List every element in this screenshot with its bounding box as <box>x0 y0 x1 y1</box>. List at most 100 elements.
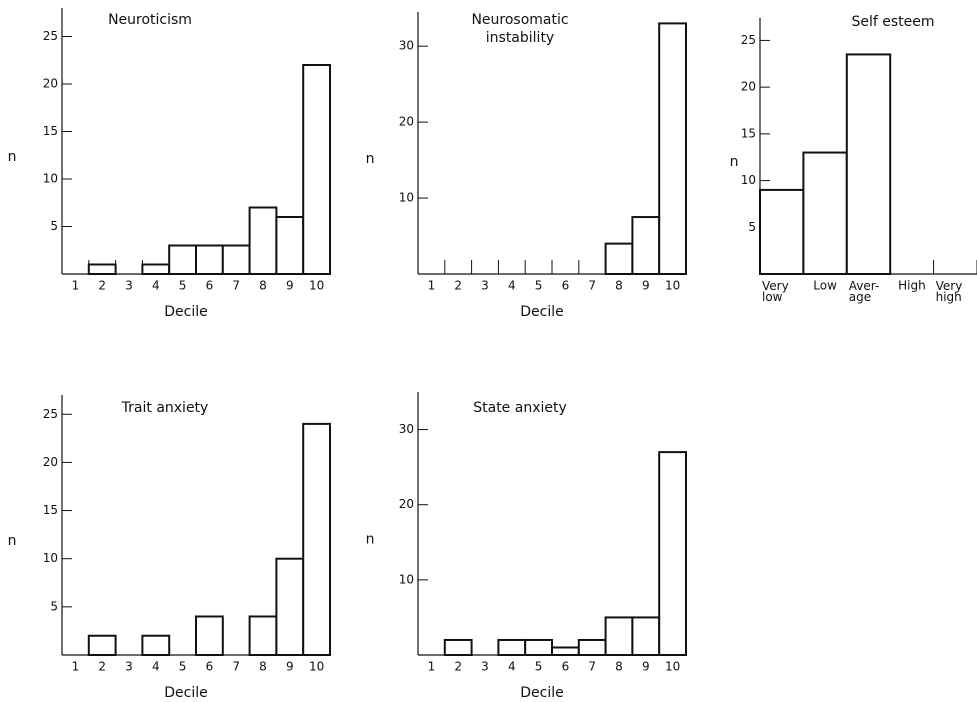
bar <box>658 451 688 656</box>
y-tick-label: 10 <box>399 191 414 205</box>
x-tick-label: 3 <box>481 279 489 293</box>
bar <box>168 244 197 275</box>
bar <box>443 638 473 657</box>
x-tick-label: 7 <box>588 279 596 293</box>
bar <box>248 206 278 275</box>
x-tick-label: 3 <box>125 279 133 293</box>
bar <box>221 244 251 275</box>
x-tick-label: 1 <box>428 279 436 293</box>
y-tick-label: 25 <box>43 407 58 421</box>
bar <box>551 646 580 657</box>
bar <box>141 634 171 656</box>
chart-title: State anxiety <box>473 400 567 416</box>
x-tick-label: 10 <box>309 279 324 293</box>
bar <box>275 216 305 275</box>
bar <box>248 615 278 657</box>
x-tick-label: Aver-age <box>849 279 880 304</box>
bar <box>604 616 634 657</box>
x-tick-label: 9 <box>642 660 650 674</box>
bar <box>195 615 224 657</box>
x-tick-label-line: high <box>936 290 962 304</box>
x-tick-label: 4 <box>508 279 516 293</box>
x-tick-label: 3 <box>481 660 489 674</box>
bar <box>631 216 661 275</box>
y-axis-label: n <box>366 532 375 548</box>
bar <box>845 53 892 275</box>
chart-title: Self esteem <box>851 14 934 30</box>
x-tick-label: 7 <box>232 279 240 293</box>
bar <box>195 244 224 275</box>
x-tick-label: 2 <box>454 279 462 293</box>
y-tick-label: 20 <box>399 115 414 129</box>
bar <box>87 634 117 656</box>
x-tick-label: 5 <box>179 660 187 674</box>
y-tick-label: 5 <box>50 599 58 613</box>
x-tick-label: 3 <box>125 660 133 674</box>
x-tick-label: 9 <box>286 279 294 293</box>
x-tick-label: 6 <box>206 660 214 674</box>
x-tick-label: 4 <box>152 660 160 674</box>
y-tick-label: 5 <box>748 220 756 234</box>
x-tick-label: 2 <box>98 660 106 674</box>
x-tick-label: 10 <box>665 279 680 293</box>
y-tick-label: 20 <box>43 455 58 469</box>
bar <box>275 557 305 656</box>
x-tick-label: 7 <box>588 660 596 674</box>
chart-title-line: instability <box>486 30 554 46</box>
x-tick-label-line: Very <box>762 279 789 293</box>
y-tick-label: 10 <box>399 572 414 586</box>
x-tick-label-line: low <box>762 290 783 304</box>
x-tick-label: 10 <box>665 660 680 674</box>
x-tick-label: Very high <box>936 279 963 304</box>
y-tick-label: 25 <box>741 33 756 47</box>
chart-title-line: Neurosomatic <box>471 12 568 28</box>
y-tick-label: 10 <box>43 551 58 565</box>
bar <box>577 638 607 657</box>
bar <box>302 64 332 275</box>
bar <box>759 188 805 276</box>
bar <box>302 422 332 656</box>
x-tick-label: 8 <box>615 660 623 674</box>
x-tick-label: 2 <box>98 279 106 293</box>
y-tick-label: 10 <box>741 173 756 187</box>
x-tick-label: 9 <box>642 279 650 293</box>
x-tick-label: 5 <box>535 660 543 674</box>
bar <box>802 151 848 275</box>
y-tick-label: 15 <box>741 126 756 140</box>
chart-title: Trait anxiety <box>121 400 209 416</box>
x-tick-label-line: Aver- <box>849 279 880 293</box>
x-tick-label: 8 <box>615 279 623 293</box>
bar <box>604 242 634 275</box>
x-tick-label: 1 <box>72 279 80 293</box>
bar <box>141 263 171 275</box>
x-tick-label: 5 <box>535 279 543 293</box>
y-tick-label: 30 <box>399 422 414 436</box>
bar <box>658 22 688 275</box>
x-axis-label: Decile <box>164 304 207 320</box>
y-tick-label: 5 <box>50 219 58 233</box>
x-tick-label: 1 <box>428 660 436 674</box>
x-tick-label: 4 <box>508 660 516 674</box>
y-axis-label: n <box>366 151 375 167</box>
y-tick-label: 15 <box>43 124 58 138</box>
x-tick-label: 10 <box>309 660 324 674</box>
x-tick-label: 2 <box>454 660 462 674</box>
chart-title: Neurosomatic instability <box>471 12 568 46</box>
chart-title: Neuroticism <box>108 12 192 28</box>
x-tick-label: 7 <box>232 660 240 674</box>
bar <box>524 638 554 657</box>
y-tick-label: 25 <box>43 29 58 43</box>
y-tick-label: 20 <box>43 77 58 91</box>
x-tick-label: 6 <box>562 660 570 674</box>
y-tick-label: 20 <box>399 497 414 511</box>
x-tick-label: 8 <box>259 660 267 674</box>
x-tick-label: 9 <box>286 660 294 674</box>
x-tick-label: 6 <box>206 279 214 293</box>
x-tick-label: 4 <box>152 279 160 293</box>
x-tick-label: 6 <box>562 279 570 293</box>
bar <box>87 263 117 275</box>
y-tick-label: 30 <box>399 39 414 53</box>
x-tick-label-line: Very <box>936 279 963 293</box>
x-axis-label: Decile <box>164 685 207 701</box>
